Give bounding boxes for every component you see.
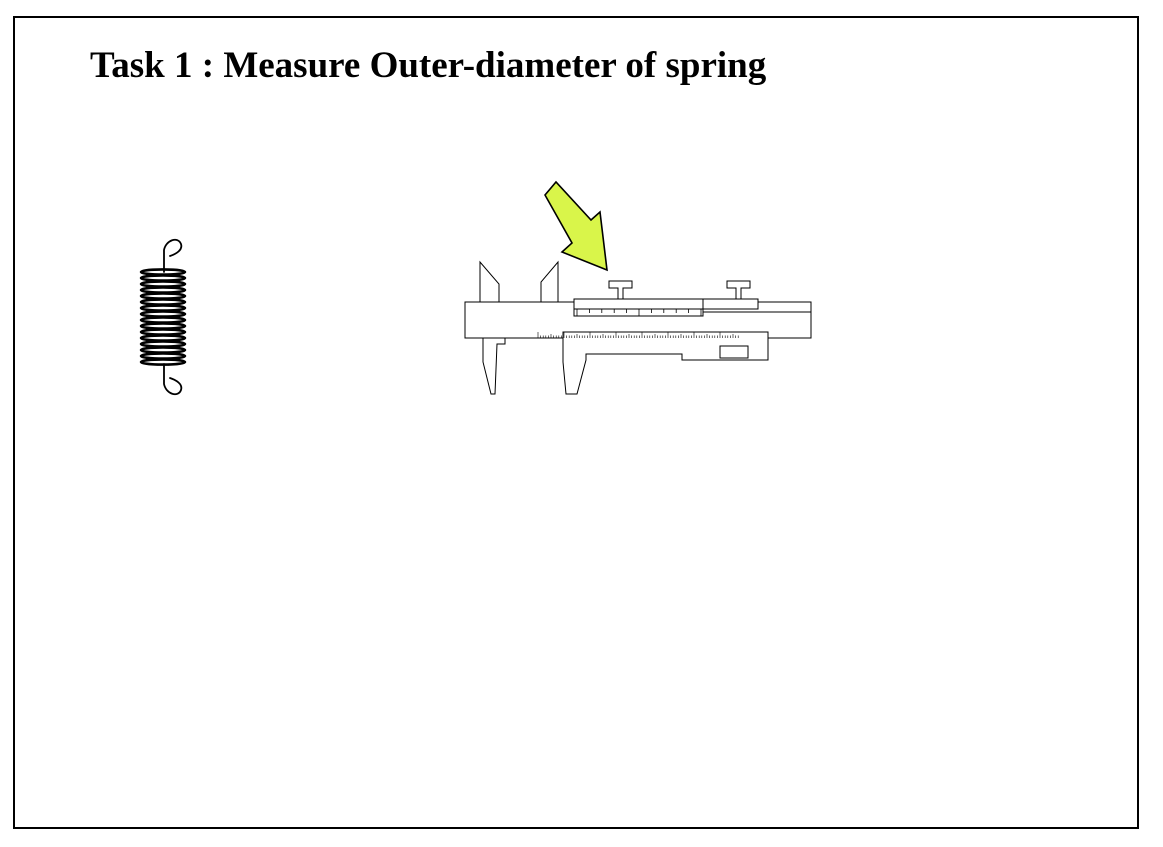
caliper-vernier-plate bbox=[573, 298, 759, 310]
spring-coil bbox=[139, 322, 187, 330]
spring-coil bbox=[139, 304, 187, 312]
spring-coil bbox=[139, 268, 187, 276]
spring-coil bbox=[139, 292, 187, 300]
spring-coil bbox=[139, 352, 187, 360]
spring-coil bbox=[139, 274, 187, 282]
spring-coil bbox=[139, 316, 187, 324]
caliper-sliding-inner-jaw bbox=[540, 260, 559, 303]
caliper-sliding-head bbox=[562, 331, 769, 395]
pointer-arrow bbox=[544, 180, 608, 272]
caliper-fixed-inner-jaw bbox=[479, 260, 500, 303]
caliper-fixed-outer-jaw bbox=[482, 337, 506, 395]
spring-coil bbox=[139, 298, 187, 306]
spring-coil bbox=[139, 340, 187, 348]
spring-coil bbox=[139, 328, 187, 336]
spring-coil bbox=[139, 346, 187, 354]
caliper-lock-screw-1 bbox=[608, 280, 633, 300]
spring-coil bbox=[139, 280, 187, 288]
spring-bottom-hook bbox=[163, 363, 183, 396]
arrow-icon bbox=[544, 180, 608, 272]
vernier-caliper-icon bbox=[464, 260, 812, 395]
spring-coil bbox=[139, 286, 187, 294]
spring-coil bbox=[139, 310, 187, 318]
caliper-scale-window bbox=[573, 308, 704, 317]
spring-coils bbox=[139, 268, 187, 366]
caliper-vernier-ticks bbox=[576, 309, 702, 316]
spring-coil bbox=[139, 334, 187, 342]
caliper-lock-window bbox=[719, 345, 749, 359]
spring-top-hook bbox=[163, 238, 183, 273]
slide-frame bbox=[13, 16, 1139, 829]
spring-coil bbox=[139, 358, 187, 366]
caliper-lock-screw-2 bbox=[726, 280, 751, 300]
spring-icon bbox=[139, 238, 187, 396]
caliper-main-scale-ticks bbox=[537, 332, 739, 338]
slide-title: Task 1 : Measure Outer-diameter of sprin… bbox=[90, 45, 767, 86]
